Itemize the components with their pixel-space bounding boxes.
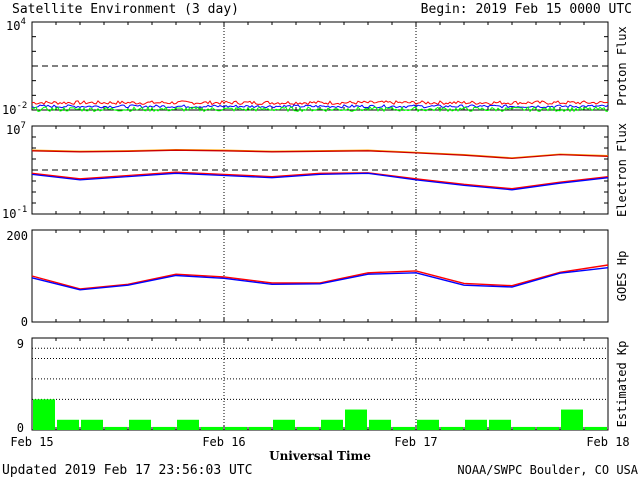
kp-bar xyxy=(465,419,487,430)
xtick-feb18: Feb 18 xyxy=(586,435,629,449)
kp-bar xyxy=(537,426,559,430)
goes-hp-ylabel: GOES Hp xyxy=(615,251,629,302)
proton-panel-frame xyxy=(31,21,609,111)
xtick-feb16: Feb 16 xyxy=(202,435,245,449)
xtick-feb15: Feb 15 xyxy=(10,435,53,449)
credit-text: NOAA/SWPC Boulder, CO USA xyxy=(457,463,638,477)
electron-panel-frame xyxy=(31,125,609,215)
goes-hp-series-red xyxy=(31,264,609,290)
electron-series-red xyxy=(31,171,609,190)
kp-ytick-bottom: 0 xyxy=(17,421,24,435)
kp-bar xyxy=(441,426,463,430)
proton-ytick-bottom: 10-2 xyxy=(2,101,27,117)
kp-bar xyxy=(201,426,223,430)
kp-bar xyxy=(249,426,271,430)
kp-bar xyxy=(273,419,295,430)
kp-panel-frame xyxy=(31,337,609,431)
kp-ylabel: Estimated Kp xyxy=(615,341,629,428)
proton-series-red xyxy=(31,100,609,106)
data-layer xyxy=(31,100,609,430)
kp-bar xyxy=(33,399,55,430)
proton-ytick-top: 104 xyxy=(6,17,26,33)
electron-ytick-bottom: 10-1 xyxy=(2,205,27,221)
page-title: Satellite Environment (3 day) xyxy=(12,2,239,17)
electron-series-blue xyxy=(31,172,609,191)
kp-bar xyxy=(585,426,607,430)
kp-bar xyxy=(297,426,319,430)
kp-bar xyxy=(57,419,79,430)
kp-bar xyxy=(561,409,583,430)
proton-series-blue xyxy=(31,104,609,109)
goes-hp-panel-frame xyxy=(31,229,609,323)
goes-hp-series-blue xyxy=(31,267,609,291)
kp-bar xyxy=(393,426,415,430)
electron-ytick-top: 107 xyxy=(6,121,26,137)
grid-layer xyxy=(31,21,609,430)
xtick-feb17: Feb 17 xyxy=(394,435,437,449)
electron-ylabel: Electron Flux xyxy=(615,123,629,217)
kp-bar xyxy=(489,419,511,430)
electron-series-darkred xyxy=(31,149,609,160)
goes-hp-ytick-top: 200 xyxy=(6,229,28,243)
kp-bar xyxy=(417,419,439,430)
kp-bar xyxy=(321,419,343,430)
kp-bar xyxy=(81,419,103,430)
proton-series-green xyxy=(31,106,608,113)
kp-ytick-top: 9 xyxy=(17,337,24,351)
kp-bar xyxy=(345,409,367,430)
x-axis-title: Universal Time xyxy=(269,449,371,463)
proton-ylabel: Proton Flux xyxy=(615,26,629,105)
kp-bar xyxy=(177,419,199,430)
updated-timestamp: Updated 2019 Feb 17 23:56:03 UTC xyxy=(2,463,252,478)
kp-bar xyxy=(153,426,175,430)
begin-date: Begin: 2019 Feb 15 0000 UTC xyxy=(421,2,632,17)
goes-hp-ytick-bottom: 0 xyxy=(21,315,28,329)
kp-bar xyxy=(225,426,247,430)
kp-bar xyxy=(129,419,151,430)
kp-bar xyxy=(369,419,391,430)
kp-bar xyxy=(105,426,127,430)
kp-bar xyxy=(513,426,535,430)
